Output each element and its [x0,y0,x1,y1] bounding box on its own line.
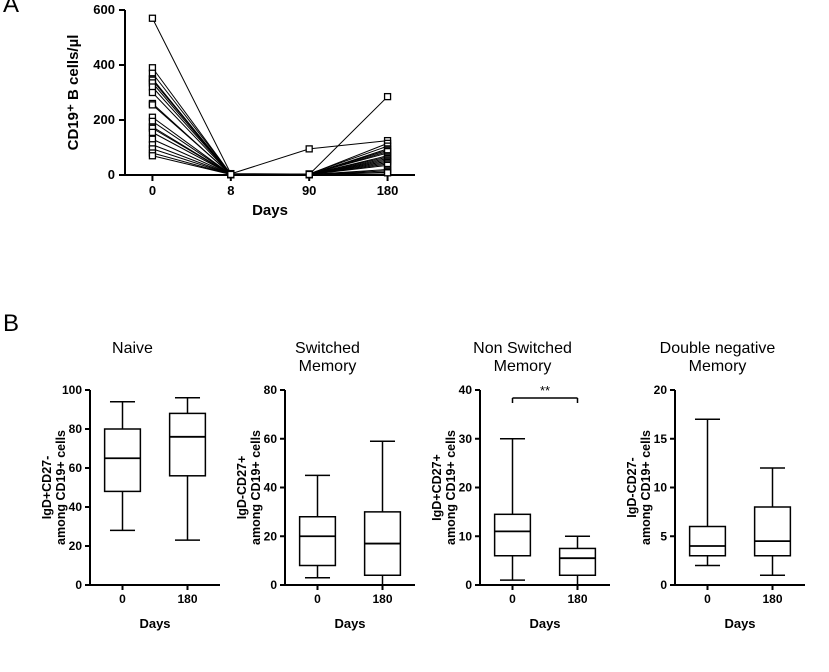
svg-text:60: 60 [264,432,278,446]
svg-text:60: 60 [69,461,83,475]
svg-text:15: 15 [654,432,668,446]
svg-text:IgD+CD27+: IgD+CD27+ [430,454,444,521]
svg-text:20: 20 [459,481,473,495]
title-dn2: Memory [620,358,815,376]
svg-text:30: 30 [459,432,473,446]
svg-text:20: 20 [264,529,278,543]
svg-text:40: 40 [264,481,278,495]
svg-text:40: 40 [69,500,83,514]
svg-text:20: 20 [654,383,668,397]
svg-text:40: 40 [459,383,473,397]
svg-text:Days: Days [139,616,170,631]
svg-text:CD19⁺ B cells/µl: CD19⁺ B cells/µl [65,35,82,151]
svg-text:among CD19+ cells: among CD19+ cells [639,430,653,545]
panel-b-naive: Naive 0 20 40 60 80 100 0 180 Days IgD+CD27-among… [35,340,230,645]
svg-text:IgD+CD27-: IgD+CD27- [40,456,54,520]
svg-text:Days: Days [252,202,288,219]
svg-text:Days: Days [529,616,560,631]
panel-a-chart: 0 200 400 600 0 8 90 180 Days CD19⁺ B cells/µl [60,0,430,235]
svg-text:among CD19+ cells: among CD19+ cells [249,430,263,545]
svg-text:400: 400 [93,57,115,72]
svg-text:10: 10 [654,481,668,495]
title-naive: Naive [35,340,230,358]
svg-text:200: 200 [93,112,115,127]
panel-b-switched: Switched Memory 0 20 40 60 80 0 180 Days IgD-CD2… [230,340,425,645]
svg-text:IgD-CD27+: IgD-CD27+ [235,456,249,520]
panel-label-b: B [3,310,19,338]
title-dn1: Double negative [620,340,815,358]
title-ns1: Non Switched [425,340,620,358]
svg-text:among CD19+ cells: among CD19+ cells [54,430,68,545]
svg-text:180: 180 [377,183,399,198]
svg-text:180: 180 [372,592,392,606]
svg-text:10: 10 [459,529,473,543]
svg-text:0: 0 [465,578,472,592]
svg-text:0: 0 [509,592,516,606]
svg-text:80: 80 [264,383,278,397]
svg-text:Days: Days [724,616,755,631]
panel-b-dn: Double negative Memory 0 5 10 15 20 0 180 Days I… [620,340,815,645]
svg-text:0: 0 [704,592,711,606]
svg-text:Days: Days [334,616,365,631]
title-ns2: Memory [425,358,620,376]
svg-text:IgD-CD27-: IgD-CD27- [625,457,639,517]
svg-text:180: 180 [177,592,197,606]
svg-text:90: 90 [302,183,316,198]
panel-b-nonswitched: Non Switched Memory 0 10 20 30 40 0 180 Days IgD… [425,340,620,645]
svg-text:0: 0 [149,183,156,198]
svg-text:100: 100 [62,383,82,397]
svg-text:0: 0 [270,578,277,592]
svg-text:0: 0 [108,167,115,182]
svg-text:0: 0 [119,592,126,606]
svg-text:0: 0 [660,578,667,592]
svg-text:among CD19+ cells: among CD19+ cells [444,430,458,545]
svg-text:180: 180 [762,592,782,606]
svg-text:20: 20 [69,539,83,553]
svg-text:**: ** [540,383,550,398]
svg-text:600: 600 [93,2,115,17]
svg-text:0: 0 [314,592,321,606]
svg-text:0: 0 [75,578,82,592]
panel-label-a: A [3,0,19,19]
svg-text:5: 5 [660,529,667,543]
svg-text:80: 80 [69,422,83,436]
svg-text:180: 180 [567,592,587,606]
title-sw2: Memory [230,358,425,376]
title-sw1: Switched [230,340,425,358]
svg-text:8: 8 [227,183,234,198]
